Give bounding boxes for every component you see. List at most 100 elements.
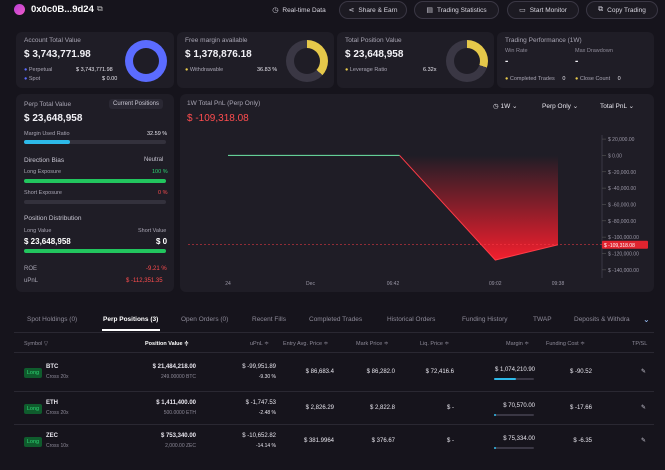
col-position-value[interactable]: Position Value ≑ [145, 341, 189, 347]
tab-spot-holdings[interactable]: Spot Holdings (0) [27, 316, 78, 323]
account-total-card: Account Total Value $ 3,743,771.98 ● Per… [16, 32, 174, 88]
period-value: 1W [500, 103, 511, 110]
sort-icon: ≑ [184, 341, 189, 347]
edit-tpsl-icon[interactable]: ✎ [641, 438, 647, 444]
start-monitor-button[interactable]: ▭ Start Monitor [507, 1, 579, 19]
period-select[interactable]: ◷ 1W ⌄ [493, 102, 518, 110]
perp-total-title: Perp Total Value [24, 101, 72, 108]
spot-legend: ● Spot [24, 76, 41, 82]
col-margin[interactable]: Margin ≑ [506, 341, 529, 347]
liq-price: $ - [446, 438, 454, 444]
tabs-divider [14, 332, 654, 333]
copy-trading-button[interactable]: ⧉ Copy Trading [586, 1, 658, 19]
perp-panel: Perp Total Value Current Positions $ 23,… [16, 94, 174, 292]
free-margin-card: Free margin available $ 1,378,876.18 ● W… [177, 32, 334, 88]
scope-select[interactable]: Perp Only ⌄ [542, 102, 578, 110]
completed-trades-legend: ● Completed Trades 0 [505, 76, 566, 82]
sort-icon: ≑ [524, 341, 529, 347]
col-entry-price-label: Entry Avg. Price [283, 341, 323, 347]
edit-tpsl-icon[interactable]: ✎ [641, 369, 647, 375]
margin-mode: Cross 20x [46, 374, 69, 380]
current-value-tag [602, 240, 648, 249]
col-symbol[interactable]: Symbol ▽ [24, 341, 48, 347]
trading-statistics-button[interactable]: ▤ Trading Statistics [414, 1, 499, 19]
wallet-address: 0x0c0B...9d24 [31, 4, 94, 15]
share-earn-button[interactable]: ⋖ Share & Earn [339, 1, 407, 19]
direction-bias-value: Neutral [144, 157, 164, 163]
share-earn-label: Share & Earn [358, 6, 398, 14]
position-size: 2,000.00 ZEC [165, 443, 196, 449]
roe-label: ROE [24, 266, 38, 272]
x-tick-label: 06:42 [387, 281, 400, 287]
header-bar: 0x0c0B...9d24 ⧉ ◷ Real-time Data ⋖ Share &… [0, 0, 665, 20]
tab-open-orders[interactable]: Open Orders (0) [181, 316, 229, 323]
col-tpsl: TP/SL [632, 341, 648, 347]
long-value: $ 23,648,958 [24, 237, 71, 246]
withdrawable-legend: ● Withdrawable [185, 67, 224, 73]
side-badge: Long [24, 404, 42, 414]
col-funding-cost[interactable]: Funding Cost ≑ [546, 341, 585, 347]
long-exposure-label: Long Exposure [24, 169, 61, 175]
edit-tpsl-icon[interactable]: ✎ [641, 405, 647, 411]
col-upnl[interactable]: uPnL ≑ [250, 341, 269, 347]
margin-fill [494, 447, 496, 449]
metric-select[interactable]: Total PnL ⌄ [600, 102, 634, 110]
close-count-label: Close Count [579, 76, 611, 82]
clock-icon: ◷ [272, 7, 279, 14]
total-position-card: Total Position Value $ 23,648,958 ● Leve… [337, 32, 494, 88]
tab-twap[interactable]: TWAP [533, 316, 552, 323]
x-tick-label: 09:02 [489, 281, 502, 287]
copy-trading-icon: ⧉ [598, 6, 604, 13]
tab-perp-positions[interactable]: Perp Positions (3) [103, 316, 159, 323]
y-tick-label: $ -40,000.00 [608, 186, 636, 192]
leverage-value: 6.32x [423, 67, 437, 73]
pnl-line-negative [399, 155, 559, 261]
symbol-name[interactable]: ZEC [46, 433, 58, 439]
sort-icon: ≑ [580, 341, 585, 347]
y-tick-label: $ -80,000.00 [608, 219, 636, 225]
short-exposure-label: Short Exposure [24, 190, 62, 196]
tab-deposits-withdrawals[interactable]: Deposits & Withdra [574, 316, 630, 323]
long-value-label: Long Value [24, 228, 52, 234]
account-total-title: Account Total Value [24, 37, 81, 44]
completed-trades-label: Completed Trades [509, 76, 555, 82]
tab-completed-trades[interactable]: Completed Trades [309, 316, 363, 323]
margin-fill [494, 414, 496, 416]
x-tick-label: 09:38 [552, 281, 565, 287]
pnl-chart-panel: 1W Total PnL (Perp Only) $ -109,318.08 ◷… [180, 94, 654, 292]
win-rate-value: - [505, 56, 509, 67]
upnl-pct: -2.48 % [258, 410, 276, 416]
entry-price: $ 381.9964 [303, 438, 334, 444]
symbol-name[interactable]: ETH [46, 400, 58, 406]
col-mark-price[interactable]: Mark Price ≑ [356, 341, 388, 347]
max-drawdown-label: Max Drawdown [575, 48, 613, 54]
liq-price: $ 72,416.6 [425, 369, 454, 375]
col-liq-price[interactable]: Liq. Price ≑ [420, 341, 449, 347]
x-tick-label: Dec [306, 281, 315, 287]
withdrawable-label: Withdrawable [189, 67, 224, 73]
mark-price: $ 376.67 [371, 438, 395, 444]
performance-title: Trading Performance (1W) [505, 37, 582, 44]
entry-price: $ 2,826.29 [305, 405, 334, 411]
margin-amount: $ 70,570.00 [503, 403, 535, 409]
current-positions-button[interactable]: Current Positions [109, 99, 164, 109]
col-entry-price[interactable]: Entry Avg. Price ≑ [283, 341, 328, 347]
long-exposure-bar [24, 179, 166, 183]
y-tick-label: $ -20,000.00 [608, 170, 636, 176]
tab-historical-orders[interactable]: Historical Orders [387, 316, 436, 323]
margin-ratio-value: 32.59 % [147, 131, 168, 137]
avatar [14, 4, 25, 15]
tabs-chevron-icon[interactable]: ⌄ [643, 315, 650, 324]
symbol-name[interactable]: BTC [46, 364, 59, 370]
y-tick-label: $ 20,000.00 [608, 137, 635, 143]
perp-total-value: $ 23,648,958 [24, 113, 83, 124]
clock-small-icon: ◷ [493, 103, 501, 110]
copy-icon[interactable]: ⧉ [97, 4, 103, 13]
tab-recent-fills[interactable]: Recent Fills [252, 316, 286, 323]
short-value-label: Short Value [138, 228, 167, 234]
funding-cost: $ -90.52 [569, 369, 592, 375]
realtime-data-button[interactable]: ◷ Real-time Data [266, 1, 332, 19]
tab-funding-history[interactable]: Funding History [462, 316, 508, 323]
row-divider [14, 424, 654, 425]
direction-bias-label: Direction Bias [24, 157, 65, 164]
